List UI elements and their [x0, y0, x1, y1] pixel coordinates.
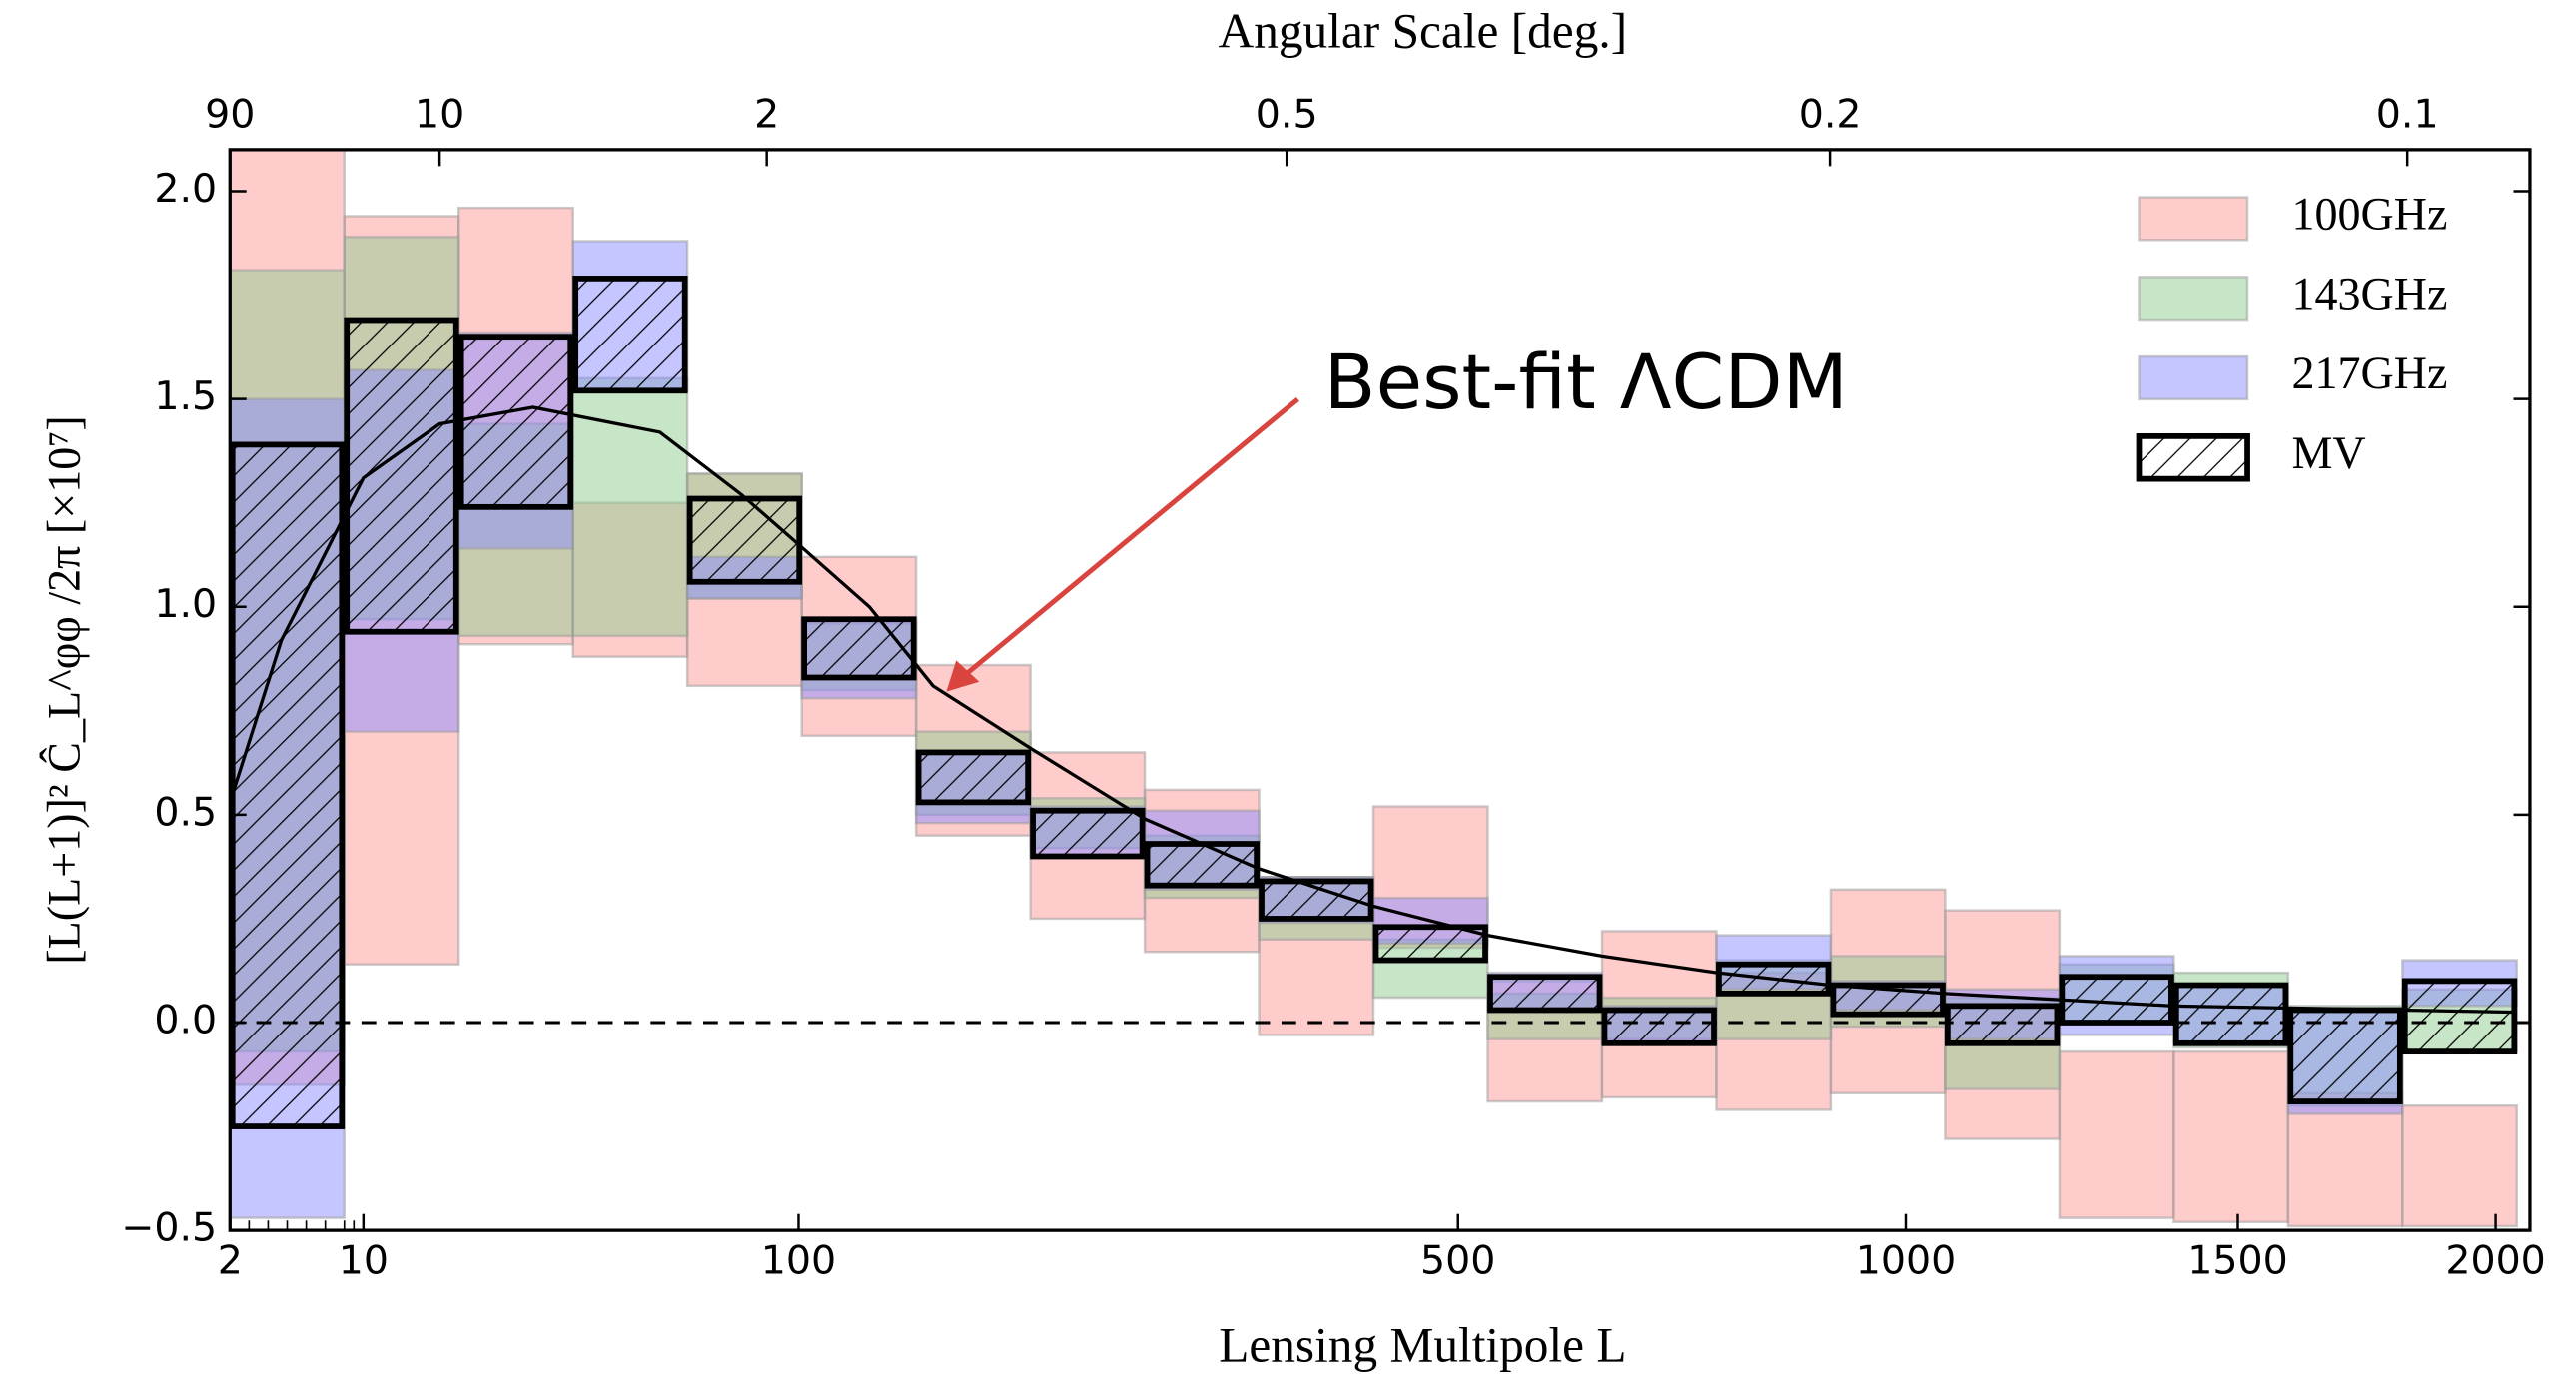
legend-label: 100GHz: [2291, 189, 2447, 240]
band-box: [2058, 1049, 2175, 1219]
legend-label: 143GHz: [2291, 268, 2447, 319]
top-axis-title: Angular Scale [deg.]: [1219, 4, 1628, 59]
top-tick-label: 2: [754, 91, 779, 137]
legend-label: MV: [2291, 427, 2365, 478]
plot-area: [230, 149, 2530, 1228]
mv-box: [230, 441, 346, 1129]
x-axis-label: Lensing Multipole L: [1219, 1318, 1626, 1373]
top-tick-label: 0.5: [1256, 91, 1318, 137]
band-box: [571, 376, 689, 638]
y-tick-label: 1.0: [154, 581, 217, 627]
mv-box: [801, 616, 917, 681]
mv-box: [2401, 978, 2518, 1055]
x-tick-label: 2000: [2445, 1238, 2545, 1284]
y-axis-label: [L(L+1)]² Ĉ_L^φφ /2π [×10⁷]: [39, 415, 90, 964]
x-tick-label: 2: [218, 1238, 243, 1284]
legend-swatch: [2138, 196, 2249, 242]
top-tick-label: 90: [205, 91, 255, 137]
mv-box: [2172, 982, 2289, 1046]
mv-box: [1372, 924, 1488, 964]
mv-box: [1601, 1007, 1717, 1046]
mv-box: [457, 334, 574, 510]
top-tick-label: 0.1: [2376, 91, 2439, 137]
y-tick-label: 0.5: [154, 789, 217, 835]
x-tick-label: 500: [1420, 1238, 1495, 1284]
legend-swatch: [2136, 433, 2250, 482]
mv-box: [1944, 1003, 2061, 1046]
x-tick-label: 10: [339, 1238, 389, 1284]
band-box: [2172, 1049, 2290, 1224]
mv-box: [344, 317, 459, 635]
y-tick-label: −0.5: [121, 1205, 217, 1251]
mv-box: [2287, 1007, 2403, 1104]
band-box: [2401, 1104, 2519, 1228]
legend: 100GHz 143GHz 217GHz MV: [2136, 189, 2447, 482]
annotation: Best-fit ΛCDM: [1324, 339, 1848, 426]
mv-box: [686, 495, 803, 585]
top-tick-label: 10: [415, 91, 464, 137]
band-box: [2286, 1091, 2404, 1228]
mv-box: [915, 749, 1032, 806]
legend-swatch: [2138, 354, 2249, 401]
mv-box: [1030, 807, 1146, 860]
mv-box: [1144, 841, 1260, 889]
y-tick-label: 1.5: [154, 373, 217, 419]
plot-frame: [228, 148, 2532, 1232]
x-tick-label: 1000: [1856, 1238, 1956, 1284]
mv-box: [1487, 974, 1603, 1014]
y-tick-label: 2.0: [154, 166, 217, 212]
annotation-arrow: [961, 396, 1299, 679]
y-tick-label: 0.0: [154, 998, 217, 1043]
x-tick-label: 1500: [2187, 1238, 2287, 1284]
legend-label: 217GHz: [2291, 347, 2447, 398]
top-tick-label: 0.2: [1799, 91, 1862, 137]
model-curve: [230, 405, 2517, 1015]
x-tick-label: 100: [761, 1238, 836, 1284]
annotation-arrowhead: [946, 660, 980, 692]
legend-swatch: [2138, 276, 2249, 322]
mv-box: [572, 276, 688, 394]
axes: −0.5 0.0 0.5 1.0 1.5 2.0 2 10 100 500 1000 1500 2000…: [121, 91, 2546, 1283]
